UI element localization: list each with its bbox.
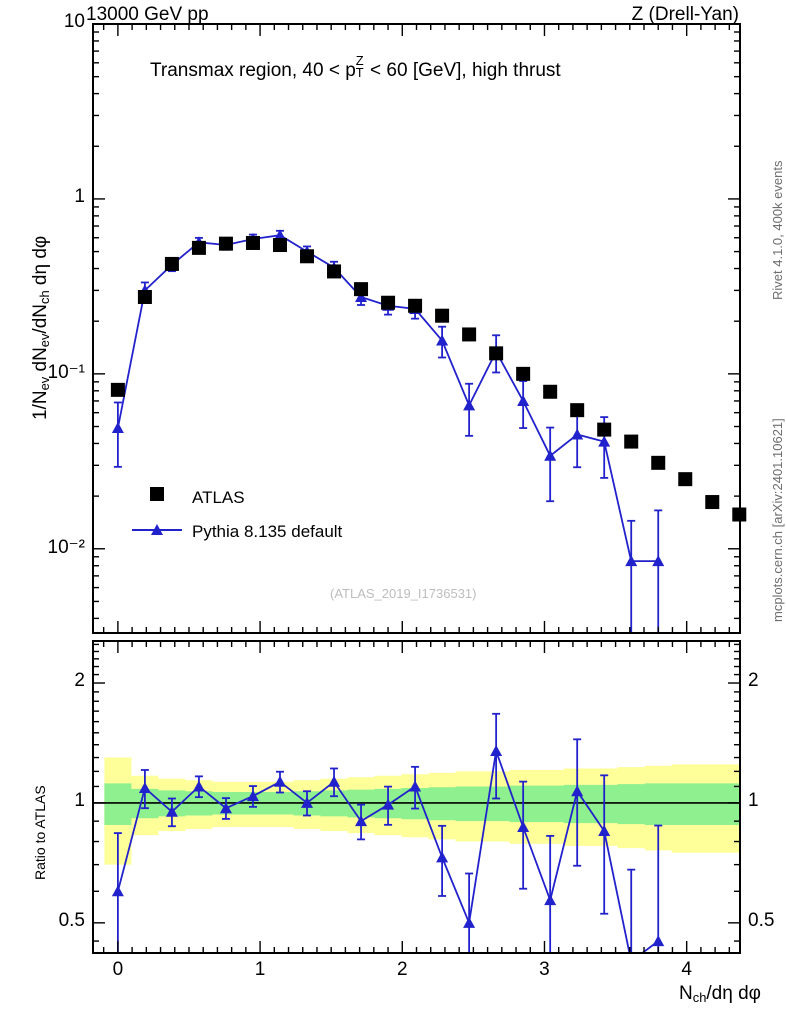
data-marker-square <box>191 240 206 255</box>
main-panel-frame <box>92 23 741 634</box>
mc-marker-triangle <box>355 291 368 303</box>
data-marker-square <box>597 422 612 437</box>
ratio-marker-triangle <box>490 745 503 757</box>
ratio-y-tick-label-right: 1 <box>748 789 759 811</box>
data-marker-square <box>435 308 450 323</box>
mc-marker-triangle <box>517 394 530 406</box>
ratio-marker-triangle <box>409 780 422 792</box>
ratio-y-tick-label-right: 0.5 <box>748 909 775 931</box>
legend-marker-triangle <box>151 524 163 535</box>
mc-marker-triangle <box>463 399 476 411</box>
data-marker-square <box>516 366 531 381</box>
ratio-marker-triangle <box>382 798 395 810</box>
analysis-id-watermark: (ATLAS_2019_I1736531) <box>330 586 477 601</box>
data-marker-square <box>300 249 315 264</box>
ratio-y-tick-label: 2 <box>74 670 85 692</box>
mc-marker-triangle <box>652 555 665 567</box>
ratio-marker-triangle <box>301 796 314 808</box>
data-marker-square <box>462 327 477 342</box>
data-marker-square <box>354 282 369 297</box>
data-marker-square <box>489 346 504 361</box>
mc-marker-triangle <box>273 229 286 241</box>
data-marker-square <box>245 235 260 250</box>
ratio-marker-triangle <box>355 815 368 827</box>
data-marker-square <box>408 298 423 313</box>
x-tick-label: 1 <box>254 959 266 980</box>
data-marker-square <box>651 455 666 470</box>
ratio-marker-triangle <box>192 780 205 792</box>
title-sup: Z <box>355 52 364 68</box>
ratio-y-tick-label: 0.5 <box>58 909 85 931</box>
mc-marker-triangle <box>571 428 584 440</box>
y-tick-label: 10 <box>63 11 85 32</box>
y-tick-label: 1 <box>74 185 85 207</box>
legend-marker-square <box>150 487 164 501</box>
ratio-marker-triangle <box>463 916 476 928</box>
x-axis-label: Nch/dη dφ <box>679 983 761 1006</box>
data-marker-square <box>218 236 233 251</box>
ratio-marker-triangle <box>517 821 530 833</box>
data-marker-square <box>110 382 125 397</box>
title-post: < 60 [GeV], high thrust <box>364 60 561 81</box>
data-marker-square <box>624 434 639 449</box>
x-tick-label: 4 <box>681 959 692 980</box>
ratio-marker-triangle <box>436 851 449 863</box>
ratio-marker-triangle <box>165 805 178 817</box>
data-marker-square <box>543 384 558 399</box>
x-tick-label: 0 <box>112 959 124 980</box>
ratio-marker-triangle <box>544 894 557 906</box>
ratio-marker-triangle <box>246 790 259 802</box>
mc-marker-triangle <box>436 334 449 346</box>
ratio-y-tick-label-right: 2 <box>748 670 759 692</box>
ratio-marker-triangle <box>273 775 286 787</box>
data-marker-square <box>272 238 287 253</box>
y-tick-label: 10⁻² <box>47 536 86 558</box>
y-tick-label: 10⁻¹ <box>47 361 86 383</box>
title-sub: T <box>355 65 364 81</box>
mc-marker-triangle <box>544 449 557 461</box>
ratio-marker-triangle <box>652 935 665 947</box>
ratio-marker-triangle <box>111 885 124 897</box>
beam-energy-label: 13000 GeV pp <box>86 4 209 25</box>
legend-label-atlas: ATLAS <box>192 488 245 507</box>
mc-marker-triangle <box>625 555 638 567</box>
x-tick-label: 3 <box>539 959 550 980</box>
ratio-marker-triangle <box>571 785 584 797</box>
mc-marker-triangle <box>598 435 611 447</box>
x-tick-label: 2 <box>396 959 408 980</box>
ratio-marker-triangle <box>138 782 151 794</box>
mc-curve <box>117 234 659 562</box>
data-marker-square <box>705 495 720 510</box>
data-marker-square <box>570 403 585 418</box>
legend-label-pythia: Pythia 8.135 default <box>192 522 343 541</box>
process-label: Z (Drell-Yan) <box>631 4 739 25</box>
ratio-marker-triangle <box>328 775 341 787</box>
data-marker-square <box>137 290 152 305</box>
data-marker-square <box>327 264 342 279</box>
ratio-y-tick-label: 1 <box>74 789 85 811</box>
ratio-marker-triangle <box>598 825 611 837</box>
title-pre: Transmax region, 40 < <box>150 60 346 81</box>
data-marker-square <box>164 256 179 271</box>
data-marker-square <box>381 295 396 310</box>
mc-marker-triangle <box>111 422 124 434</box>
data-marker-square <box>678 472 693 487</box>
ratio-marker-triangle <box>219 802 232 814</box>
